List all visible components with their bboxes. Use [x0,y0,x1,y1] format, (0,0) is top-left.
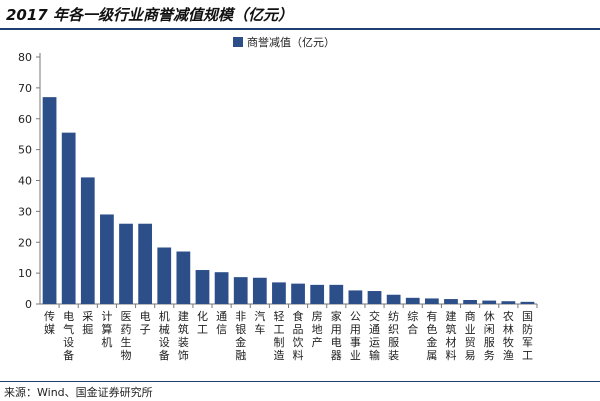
category-label: 家用电器 [331,309,342,362]
bar-chart: 01020304050607080传媒电气设备采掘计算机医药生物电子机械设备建筑… [18,35,538,362]
category-label: 建筑材料 [445,309,456,362]
legend-swatch [233,37,243,47]
category-label: 纺织服装 [388,309,399,362]
bar [61,132,76,304]
bar [119,223,133,304]
category-label: 商业贸易 [465,309,476,362]
category-label: 国防军工 [522,310,533,362]
category-label: 电气设备 [63,310,74,362]
bar [424,298,439,304]
category-label: 电子 [140,310,151,336]
bar [252,277,267,304]
category-label: 有色金属 [426,309,437,362]
y-tick-label: 40 [18,175,32,188]
bar [100,214,114,304]
title-rule [0,28,600,30]
bar [214,272,229,304]
bar [272,282,286,304]
category-label: 休闲服务 [484,310,495,362]
bar [310,284,325,304]
bar [329,284,344,304]
category-label: 建筑装饰 [178,309,189,362]
bar [405,297,420,304]
category-label: 轻工制造 [273,309,284,362]
bar [444,299,458,304]
bar [195,270,210,304]
category-label: 综合 [407,309,418,336]
bar [176,251,191,304]
y-tick-label: 50 [18,144,32,157]
category-label: 传媒 [44,310,55,336]
y-tick-label: 0 [25,298,32,311]
y-tick-label: 60 [18,113,32,126]
bar [42,97,57,304]
category-label: 计算机 [101,310,112,349]
bar [463,299,477,304]
y-tick-label: 30 [18,205,32,218]
category-label: 化工 [197,309,208,336]
legend-label: 商誉减值（亿元） [247,35,335,49]
category-label: 交通运输 [369,309,380,362]
category-label: 农林牧渔 [503,309,514,362]
y-tick-label: 10 [18,267,32,280]
category-label: 医药生物 [121,310,132,362]
bar [367,291,382,304]
category-label: 食品饮料 [293,309,304,362]
title-bar: 2017 年各一级行业商誉减值规模（亿元） [0,0,600,30]
bar [157,247,172,304]
footer-rule [0,381,600,382]
y-tick-label: 70 [18,82,32,95]
category-label: 非银金融 [235,310,246,362]
source-note: 来源：Wind、国金证券研究所 [4,386,153,399]
bar [386,294,401,304]
category-label: 采掘 [82,310,93,336]
category-label: 通信 [216,310,227,336]
bar [233,277,248,304]
category-label: 机械设备 [159,309,170,362]
bar [501,301,516,304]
bar [80,177,95,304]
bar [291,283,305,304]
y-tick-label: 80 [18,51,32,64]
bar [520,301,535,304]
chart-title: 2017 年各一级行业商誉减值规模（亿元） [6,6,293,24]
y-tick-label: 20 [18,236,32,249]
bar [348,290,363,304]
category-label: 公用事业 [350,310,361,362]
category-label: 汽车 [254,309,265,336]
category-label: 房地产 [312,310,323,349]
bar [482,300,497,304]
bar [138,223,153,304]
